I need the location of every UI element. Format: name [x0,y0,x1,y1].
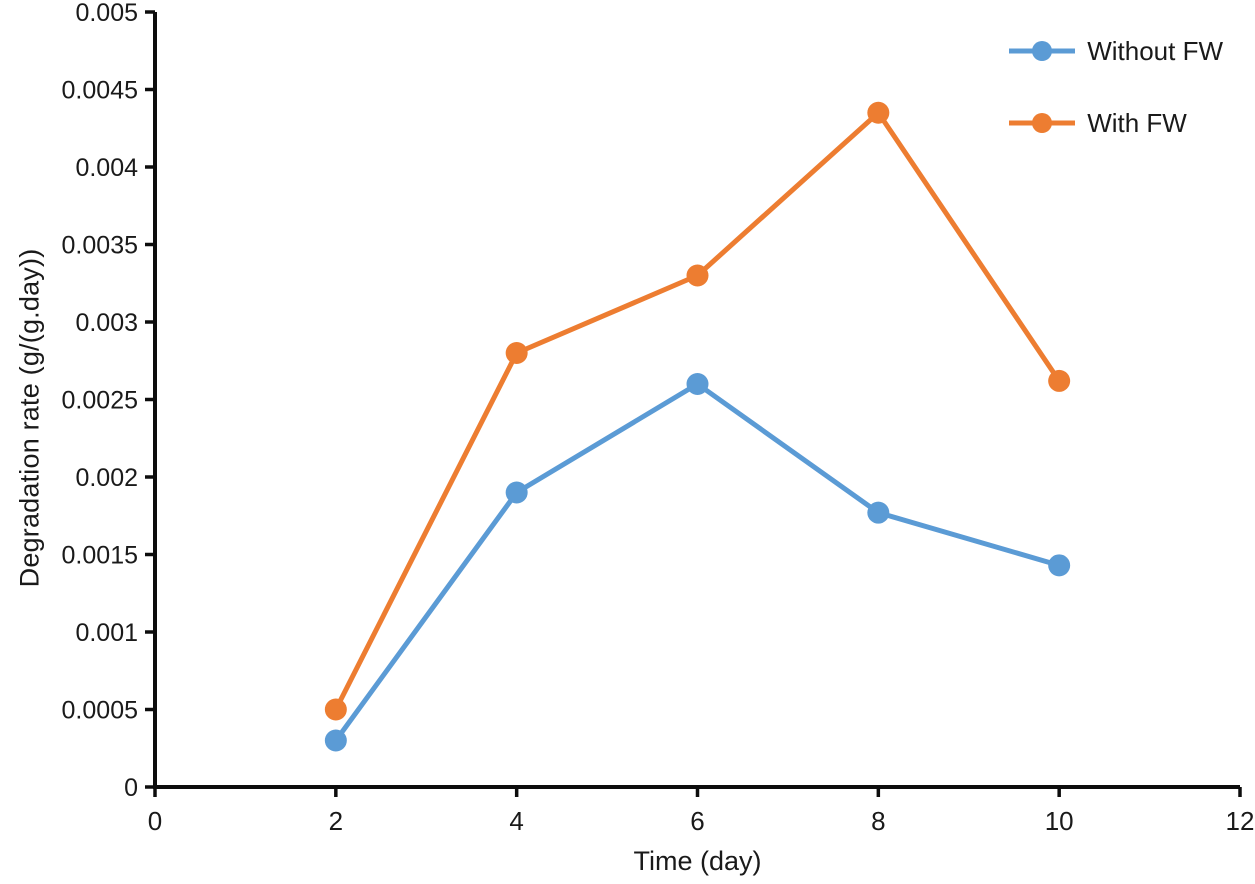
data-point-marker [505,481,528,504]
data-point-marker [324,698,347,721]
legend: Without FW With FW [1007,35,1223,138]
x-tick-label: 0 [148,806,162,836]
line-marker-swatch-icon [1009,41,1076,61]
y-axis-title: Degradation rate (g/(g.day)) [14,248,45,588]
x-tick-label: 12 [1226,806,1255,836]
y-tick-label: 0.004 [75,154,138,182]
x-tick-label: 8 [871,806,885,836]
data-point-marker [324,729,347,752]
data-point-marker [505,342,528,364]
legend-entry-with-fw: With FW [1007,107,1223,138]
y-tick-label: 0.0045 [62,77,138,105]
data-point-marker [867,501,890,524]
data-point-marker [1048,369,1071,392]
y-tick-label: 0.002 [75,464,138,492]
y-tick-label: 0.003 [75,309,138,337]
y-tick-label: 0.0025 [62,387,138,415]
y-tick-label: 0.001 [75,619,138,647]
data-point-marker [686,264,709,287]
line-marker-swatch-icon [1009,113,1076,133]
y-tick-label: 0.0035 [62,232,138,260]
x-tick-label: 2 [329,806,343,836]
x-tick-label: 10 [1045,806,1074,836]
x-tick-label: 4 [509,806,523,836]
y-tick-label: 0 [124,774,138,802]
series-line-with-fw [333,110,1062,712]
y-tick-label: 0.0015 [62,542,138,570]
data-point-marker [867,101,890,124]
x-tick-label: 6 [690,806,704,836]
data-point-marker [1048,554,1071,577]
series-line-without-fw [333,381,1062,743]
y-tick-label: 0.005 [75,0,138,27]
x-axis-title: Time (day) [633,846,762,876]
legend-entry-without-fw: Without FW [1007,35,1223,66]
data-point-marker [686,373,709,395]
legend-label: Without FW [1087,35,1223,66]
legend-label: With FW [1087,107,1187,138]
y-tick-label: 0.0005 [62,697,138,725]
